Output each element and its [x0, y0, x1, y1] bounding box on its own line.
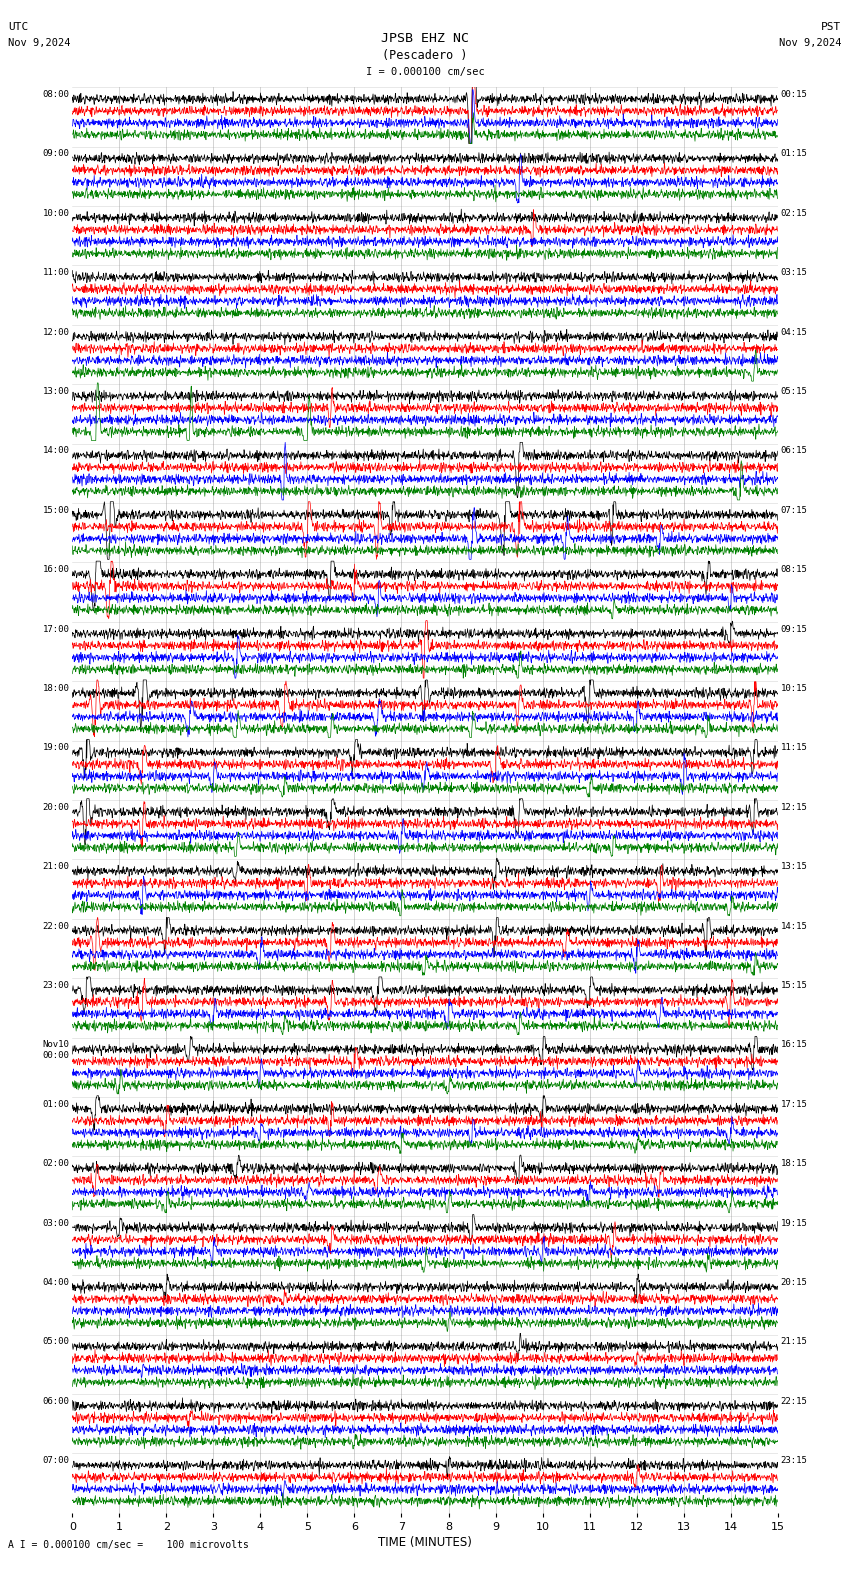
Text: Nov 9,2024: Nov 9,2024 [8, 38, 71, 48]
Text: UTC: UTC [8, 22, 29, 32]
Text: JPSB EHZ NC: JPSB EHZ NC [381, 32, 469, 44]
Text: A I = 0.000100 cm/sec =    100 microvolts: A I = 0.000100 cm/sec = 100 microvolts [8, 1540, 249, 1549]
X-axis label: TIME (MINUTES): TIME (MINUTES) [378, 1536, 472, 1549]
Text: PST: PST [821, 22, 842, 32]
Text: Nov 9,2024: Nov 9,2024 [779, 38, 842, 48]
Text: I = 0.000100 cm/sec: I = 0.000100 cm/sec [366, 67, 484, 76]
Text: (Pescadero ): (Pescadero ) [382, 49, 468, 62]
